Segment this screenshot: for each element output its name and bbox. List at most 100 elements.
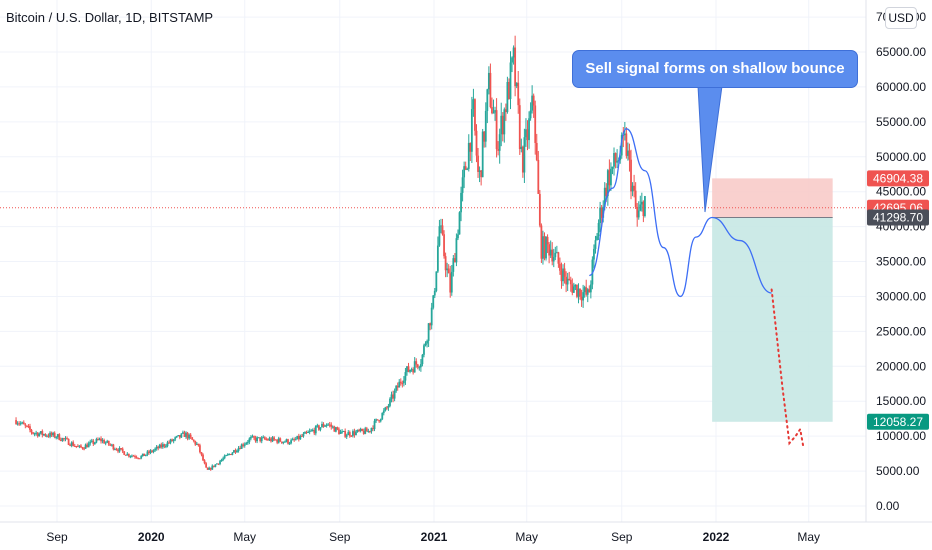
candle-body (222, 458, 225, 460)
candle-body (613, 153, 615, 167)
candle-body (93, 442, 96, 444)
candle-body (33, 433, 36, 435)
candle-body (364, 428, 367, 434)
candle-body (158, 444, 161, 449)
candle-body (115, 449, 118, 451)
candle-body (228, 454, 231, 456)
candle-body (49, 432, 51, 437)
candle-body (368, 430, 371, 432)
candle-body (59, 439, 62, 441)
candle-body (282, 441, 285, 443)
candle-body (627, 150, 629, 156)
candle-body (200, 452, 203, 455)
candle-body (107, 440, 110, 445)
candle-body (243, 444, 246, 446)
candle-body (565, 276, 568, 285)
candle-body (19, 423, 22, 425)
y-tick-label: 60000.00 (876, 80, 926, 94)
x-tick-label: May (797, 530, 820, 544)
candle-body (410, 369, 413, 371)
candle-body (483, 131, 486, 142)
candle-body (152, 450, 155, 452)
candle-body (404, 372, 407, 381)
candle-body (114, 449, 116, 451)
candle-body (509, 62, 512, 99)
candle-body (605, 187, 608, 197)
candle-body (345, 435, 348, 437)
dotted-projection (770, 288, 805, 448)
candle-body (46, 435, 48, 437)
candle-body (491, 107, 493, 114)
candle-body (480, 170, 483, 178)
stop-loss-zone (712, 178, 833, 218)
x-tick-label: Sep (611, 530, 633, 544)
candle-body (24, 424, 27, 426)
candle-body (248, 438, 251, 443)
candle-body (497, 149, 500, 151)
candle-body (194, 441, 197, 445)
currency-button[interactable]: USD (885, 7, 917, 29)
candle-body (52, 432, 55, 436)
candle-body (75, 445, 78, 447)
candle-body (318, 425, 320, 430)
candle-body (92, 440, 95, 444)
candle-body (124, 454, 127, 456)
candle-body (32, 432, 34, 434)
candle-body (101, 440, 104, 442)
candle-body (239, 447, 241, 449)
price-axis[interactable]: 0.00 5000.00 10000.00 15000.00 20000.00 25000… (876, 10, 926, 513)
candle-body (347, 432, 350, 436)
candle-body (217, 463, 220, 465)
candle-body (276, 439, 279, 443)
candle-body (426, 340, 428, 344)
candle-body (606, 170, 609, 197)
candle-body (319, 427, 322, 430)
x-tick-label: 2022 (703, 530, 730, 544)
candle-body (566, 278, 569, 285)
candle-body (639, 204, 642, 211)
time-axis[interactable]: Sep 2020 May Sep 2021 May Sep 2022 May (46, 530, 820, 544)
candle-body (291, 439, 294, 441)
candle-body (623, 133, 626, 136)
candle-body (600, 207, 603, 218)
x-tick-label: Sep (46, 530, 68, 544)
candle-body (80, 445, 82, 448)
candle-body (416, 364, 419, 368)
candle-body (387, 405, 390, 408)
candle-body (271, 437, 274, 442)
candle-body (270, 438, 272, 442)
candle-body (165, 446, 167, 448)
y-tick-label: 50000.00 (876, 150, 926, 164)
candle-body (543, 236, 546, 259)
candle-body (341, 431, 343, 433)
candle-body (189, 434, 192, 438)
candle-body (314, 425, 317, 434)
candle-body (478, 170, 481, 172)
candle-body (433, 290, 436, 296)
candle-body (18, 423, 21, 425)
candle-body (141, 453, 144, 457)
candle-body (76, 446, 79, 448)
candle-body (304, 431, 306, 434)
candle-body (362, 430, 365, 434)
candle-body (172, 439, 175, 442)
candle-body (487, 72, 490, 90)
candle-body (277, 438, 280, 443)
candle-body (344, 431, 347, 437)
candle-body (424, 343, 427, 346)
candle-body (140, 456, 143, 459)
candle-body (625, 133, 628, 156)
candle-body (466, 168, 469, 170)
candle-body (603, 187, 606, 207)
candle-body (382, 410, 385, 414)
candle-body (285, 439, 288, 442)
candle-body (112, 444, 115, 450)
candle-body (287, 439, 289, 444)
candle-body (489, 72, 492, 108)
x-tick-label: 2020 (138, 530, 165, 544)
candle-body (593, 248, 595, 260)
candle-body (351, 431, 354, 436)
candlestick-series (15, 35, 646, 471)
candle-body (373, 420, 376, 430)
